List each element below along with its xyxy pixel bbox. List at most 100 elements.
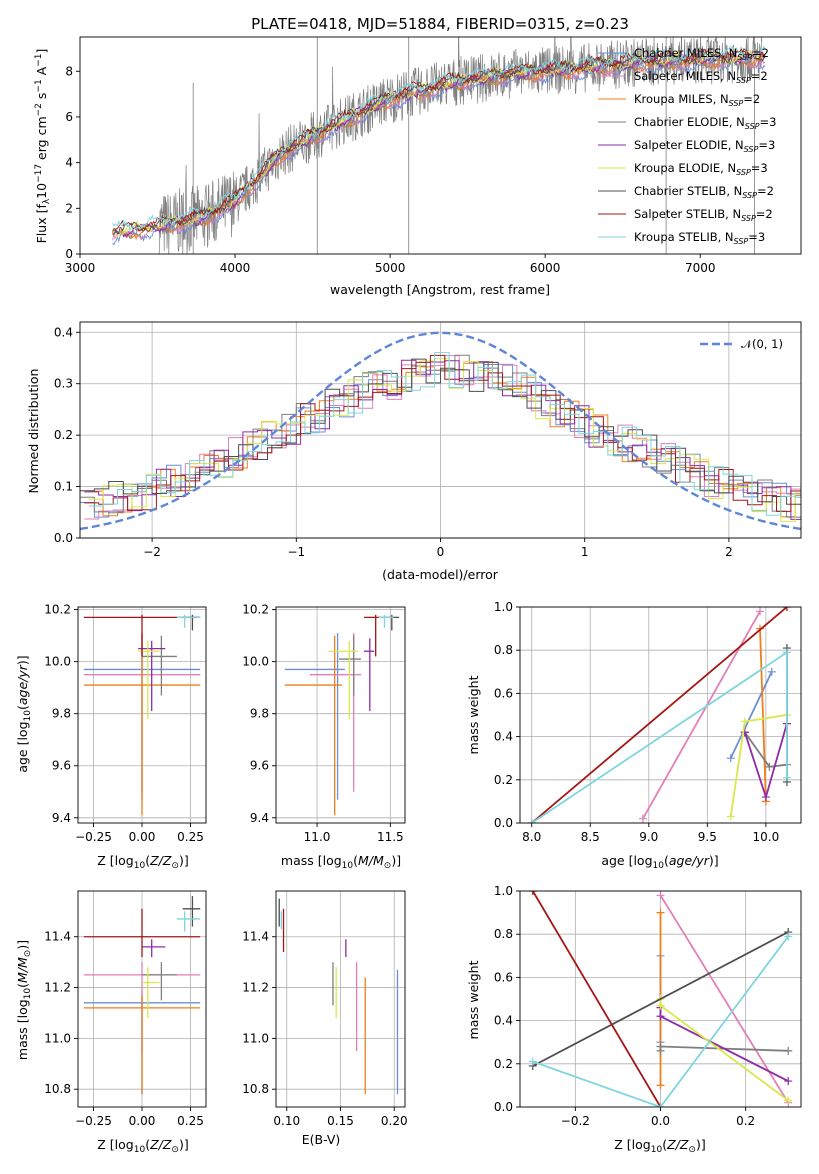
legend-label: Kroupa MILES, NSSP=2 xyxy=(634,92,760,108)
weight-line xyxy=(532,935,789,1107)
residuals-xtick-label: 2 xyxy=(725,545,733,559)
weight-z-xlabel: Z [log10(Z/Z⊙)] xyxy=(614,1137,705,1155)
residuals-xtick-label: 0 xyxy=(437,545,445,559)
residuals-ylabel: Normed distribution xyxy=(26,369,41,494)
residuals-ytick-label: 0.2 xyxy=(54,428,73,442)
spectrum-xlabel: wavelength [Angstrom, rest frame] xyxy=(330,282,550,297)
weight_vs_z-frame xyxy=(519,890,802,1108)
weight_vs_age-ytick-label: 0.4 xyxy=(494,730,513,744)
weight-marker xyxy=(656,1103,665,1107)
spectrum-xtick-label: 6000 xyxy=(530,261,561,275)
weight_vs_z-plot-area xyxy=(528,891,793,1107)
mass_vs_z-xtick-label: 0.00 xyxy=(129,1114,156,1128)
age_vs_z-xtick-label: 0.00 xyxy=(129,830,156,844)
spectrum-ytick-label: 8 xyxy=(65,64,73,78)
mass_vs_ebv-ytick-label: 10.8 xyxy=(242,1082,269,1096)
mass_vs_z-plot-area xyxy=(83,896,201,1095)
weight-marker xyxy=(656,1042,665,1051)
mass-ebv-xlabel: E(B-V) xyxy=(302,1132,341,1147)
mass_vs_z-frame xyxy=(77,890,207,1108)
weight-marker xyxy=(761,793,770,802)
mass_vs_ebv-frame xyxy=(275,890,406,1108)
residual-histogram xyxy=(88,358,801,522)
mass_vs_ebv-xtick-label: 0.15 xyxy=(327,1114,354,1128)
mass_vs_z-xtick-label: −0.25 xyxy=(75,1114,112,1128)
age_vs_z-ytick-label: 9.6 xyxy=(52,759,71,773)
mass_vs_z-ytick-label: 11.2 xyxy=(44,981,71,995)
residuals-plot-area xyxy=(80,331,801,531)
age_vs_mass-xtick-label: 11.0 xyxy=(304,830,331,844)
residual-histogram xyxy=(80,358,801,505)
weight-marker xyxy=(782,773,791,782)
residuals-xtick-label: 1 xyxy=(581,545,589,559)
age_vs_mass-ytick-label: 9.6 xyxy=(250,759,269,773)
model-spectrum-line xyxy=(112,53,766,239)
mass_vs_ebv-axes: 0.10 0.15 0.20 10.8 11.0 11.2 11.4 xyxy=(242,890,408,1128)
residual-histogram xyxy=(84,354,801,512)
age-z-xlabel: Z [log10(Z/Z⊙)] xyxy=(97,853,188,871)
weight-marker xyxy=(656,908,665,917)
weight_vs_age-xtick-label: 9.5 xyxy=(698,830,717,844)
weight-marker xyxy=(756,607,765,616)
residuals-ytick-label: 0.1 xyxy=(54,480,73,494)
mass-z-ylabel: mass [log10(M/M⊙)] xyxy=(15,940,33,1060)
residuals-legend: 𝒩(0, 1) xyxy=(700,337,783,351)
weight-line xyxy=(659,894,789,1104)
legend-label: Salpeter MILES, NSSP=2 xyxy=(634,69,768,85)
mass_vs_z-axes: −0.25 0.00 0.25 10.8 11.0 11.2 11.4 xyxy=(44,890,207,1128)
weight-age-xlabel: age [log10(age/yr)] xyxy=(601,853,718,871)
spectrum-ytick-label: 6 xyxy=(65,110,73,124)
legend-label: Salpeter STELIB, NSSP=2 xyxy=(634,207,773,223)
weight_vs_age-xtick-label: 9.0 xyxy=(639,830,658,844)
weight-marker xyxy=(527,819,536,823)
weight-line xyxy=(759,628,767,802)
weight-marker xyxy=(726,812,735,821)
legend-label: Chabrier ELODIE, NSSP=3 xyxy=(634,115,776,131)
age_vs_z-ytick-label: 10.2 xyxy=(44,603,71,617)
spectrum-legend: Chabrier MILES, NSSP=2 Salpeter MILES, NS… xyxy=(598,46,776,246)
weight-line xyxy=(532,891,662,1107)
legend-label: Chabrier STELIB, NSSP=2 xyxy=(634,184,774,200)
weight_vs_z-ytick-label: 0.8 xyxy=(494,927,513,941)
weight-line xyxy=(532,931,789,1067)
mass-z-xlabel: Z [log10(Z/Z⊙)] xyxy=(97,1137,188,1155)
age_vs_mass-plot-area xyxy=(284,614,400,816)
residuals-axes: −2 −1 0 1 2 0.0 0.1 0.2 0.3 0.4 𝒩(0, 1) xyxy=(54,321,802,559)
spectrum-xtick-label: 7000 xyxy=(685,261,716,275)
weight_vs_z-ytick-label: 0.0 xyxy=(494,1100,513,1114)
age-z-ylabel: age [log10(age/yr)] xyxy=(15,655,33,772)
age_vs_mass-ytick-label: 9.4 xyxy=(250,811,269,825)
residual-histogram xyxy=(88,352,801,516)
weight-marker xyxy=(782,648,791,657)
weight_vs_age-ytick-label: 0.6 xyxy=(494,686,513,700)
residuals-frame xyxy=(79,321,802,539)
weight-line xyxy=(729,671,773,759)
model-spectrum-line xyxy=(112,56,766,246)
spectrum-ylabel: Flux [fλ10−17 erg cm−2 s−1 A−1] xyxy=(34,49,52,244)
legend-label: Chabrier MILES, NSSP=2 xyxy=(634,46,769,62)
mass_vs_ebv-xtick-label: 0.10 xyxy=(273,1114,300,1128)
model-spectrum-line xyxy=(112,47,766,235)
mass_vs_ebv-plot-area xyxy=(278,898,399,1095)
age_vs_z-ytick-label: 10.0 xyxy=(44,655,71,669)
residuals-xtick-label: −1 xyxy=(287,545,305,559)
weight-marker xyxy=(528,1057,537,1066)
age_vs_mass-axes: 11.0 11.5 9.4 9.6 9.8 10.0 10.2 xyxy=(242,603,406,844)
spectrum-frame xyxy=(79,36,802,255)
model-spectrum-line xyxy=(112,48,766,232)
legend-label: Kroupa STELIB, NSSP=3 xyxy=(634,230,765,246)
weight_vs_age-plot-area xyxy=(527,607,791,823)
age-mass-xlabel: mass [log10(M/M⊙)] xyxy=(281,853,401,871)
spectrum-xtick-label: 4000 xyxy=(220,261,251,275)
weight-marker xyxy=(740,717,749,726)
weight_vs_z-xtick-label: −0.2 xyxy=(561,1114,590,1128)
weight-marker xyxy=(656,1012,665,1021)
weight-z-ylabel: mass weight xyxy=(466,960,481,1039)
mass_vs_ebv-ytick-label: 11.4 xyxy=(242,930,269,944)
mass_vs_z-ytick-label: 11.0 xyxy=(44,1031,71,1045)
mass_vs_ebv-ytick-label: 11.0 xyxy=(242,1031,269,1045)
residuals-ytick-label: 0.3 xyxy=(54,377,73,391)
legend-label: 𝒩(0, 1) xyxy=(741,337,783,351)
weight_vs_age-frame xyxy=(519,606,802,824)
